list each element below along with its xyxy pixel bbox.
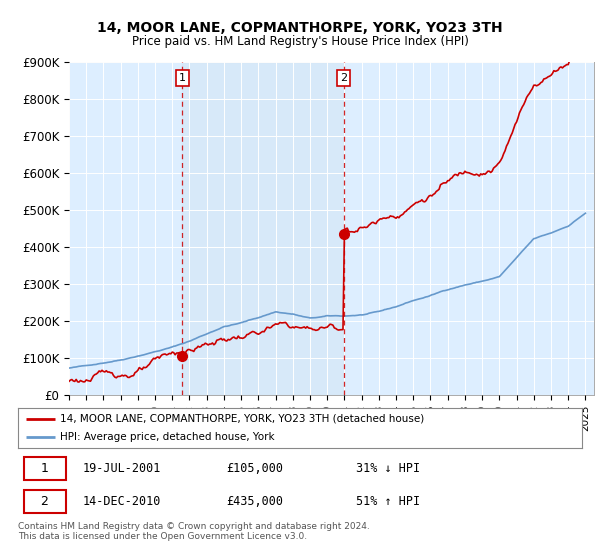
Text: 31% ↓ HPI: 31% ↓ HPI <box>356 461 421 475</box>
Text: 1: 1 <box>41 461 49 475</box>
Text: 2: 2 <box>41 494 49 508</box>
Text: 19-JUL-2001: 19-JUL-2001 <box>83 461 161 475</box>
Text: Contains HM Land Registry data © Crown copyright and database right 2024.
This d: Contains HM Land Registry data © Crown c… <box>18 522 370 542</box>
Bar <box>182 62 344 395</box>
Text: HPI: Average price, detached house, York: HPI: Average price, detached house, York <box>60 432 275 442</box>
Text: £105,000: £105,000 <box>227 461 284 475</box>
Text: 14-DEC-2010: 14-DEC-2010 <box>83 494 161 508</box>
Bar <box>23 489 66 513</box>
Text: 2: 2 <box>340 73 347 83</box>
Text: £435,000: £435,000 <box>227 494 284 508</box>
Text: 14, MOOR LANE, COPMANTHORPE, YORK, YO23 3TH (detached house): 14, MOOR LANE, COPMANTHORPE, YORK, YO23 … <box>60 414 425 423</box>
Bar <box>23 456 66 480</box>
Text: 1: 1 <box>179 73 186 83</box>
Text: 51% ↑ HPI: 51% ↑ HPI <box>356 494 421 508</box>
Text: 14, MOOR LANE, COPMANTHORPE, YORK, YO23 3TH: 14, MOOR LANE, COPMANTHORPE, YORK, YO23 … <box>97 21 503 35</box>
Text: Price paid vs. HM Land Registry's House Price Index (HPI): Price paid vs. HM Land Registry's House … <box>131 35 469 48</box>
